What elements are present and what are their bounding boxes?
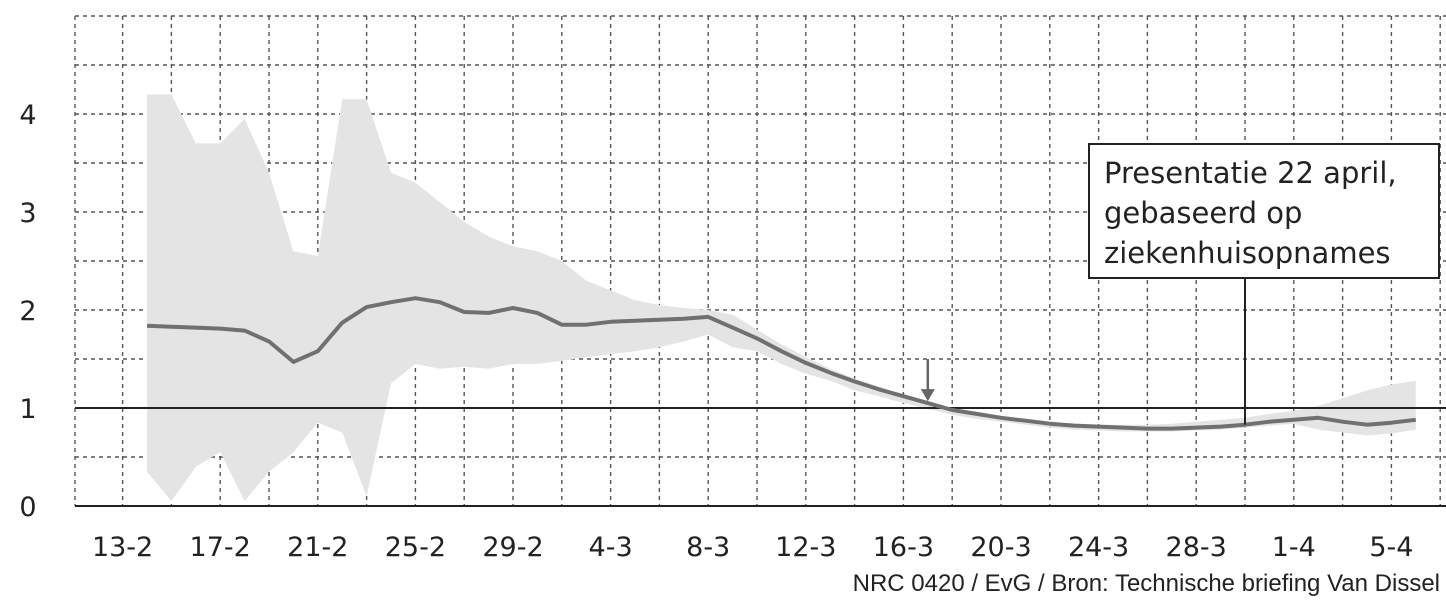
y-tick-label: 1 [19, 394, 36, 425]
x-tick-label: 5-4 [1369, 532, 1413, 563]
x-tick-label: 20-3 [970, 532, 1031, 563]
x-tick-label: 1-4 [1272, 532, 1316, 563]
arrow-head [920, 389, 935, 402]
x-tick-labels: 13-2 17-2 21-2 25-2 29-2 4-3 8-3 12-3 16-3 20-3 24… [92, 532, 1413, 563]
x-tick-label: 24-3 [1068, 532, 1129, 563]
y-tick-label: 3 [19, 198, 36, 229]
y-tick-labels: 0 1 2 3 4 [19, 100, 36, 523]
x-tick-label: 13-2 [92, 532, 153, 563]
x-tick-label: 17-2 [190, 532, 251, 563]
confidence-band [147, 94, 1416, 502]
annotation-line-1: Presentatie 22 april, [1104, 156, 1397, 190]
x-tick-label: 12-3 [775, 532, 836, 563]
x-tick-label: 28-3 [1166, 532, 1227, 563]
x-tick-label: 8-3 [686, 532, 730, 563]
y-tick-label: 4 [19, 100, 36, 131]
x-tick-label: 4-3 [589, 532, 633, 563]
y-tick-label: 2 [19, 296, 36, 327]
annotation-line-3: ziekenhuisopnames [1104, 236, 1391, 270]
x-tick-label: 25-2 [385, 532, 446, 563]
series-line [146, 296, 1417, 431]
source-note: NRC 0420 / EvG / Bron: Technische briefi… [852, 570, 1440, 597]
x-tick-label: 21-2 [287, 532, 348, 563]
x-tick-label: 16-3 [873, 532, 934, 563]
threshold-arrow-marker [920, 359, 935, 402]
annotation-box: Presentatie 22 april, gebaseerd op zieke… [1088, 143, 1440, 279]
x-tick-label: 29-2 [482, 532, 543, 563]
y-tick-label: 0 [19, 492, 36, 523]
annotation-line-2: gebaseerd op [1104, 196, 1303, 230]
